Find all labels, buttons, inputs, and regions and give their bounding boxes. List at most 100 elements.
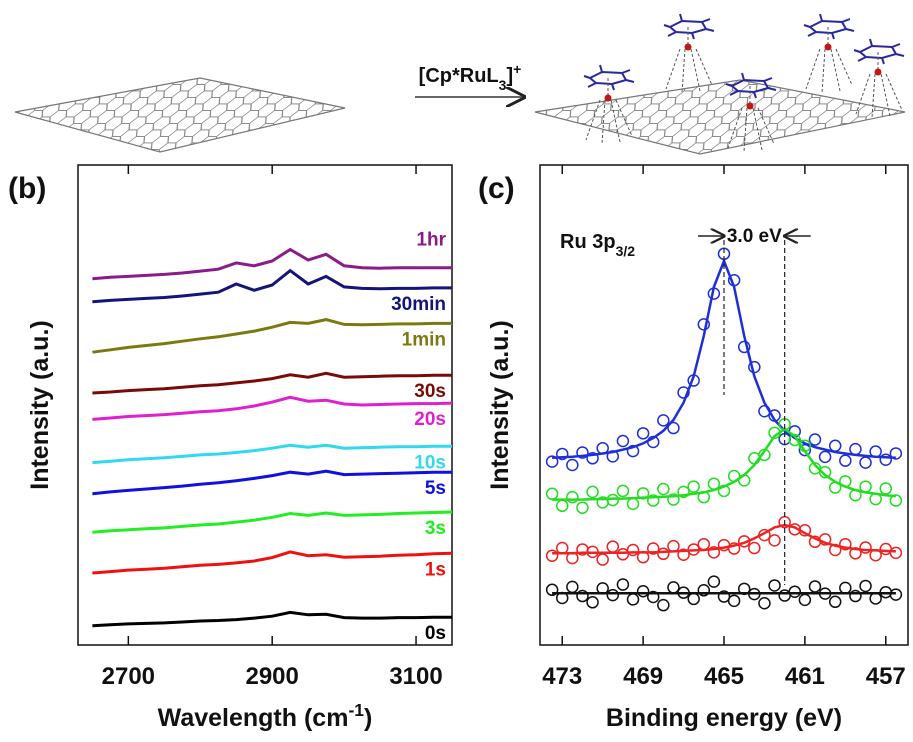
data-point [880,544,891,555]
data-point [557,543,568,554]
data-point [698,539,709,550]
series-label: 30s [414,381,446,402]
series-label: 30min [391,294,446,315]
panel-label: (c) [478,172,515,205]
series-label: 10s [414,452,446,473]
fit-line [552,429,896,500]
graphene-sheet [15,78,345,152]
x-tick-label: 2900 [245,663,298,690]
data-point [607,590,618,601]
spectrum-line [92,612,452,625]
data-point [577,502,588,513]
data-point [658,548,669,559]
functionalized-sheet [535,80,905,154]
data-point [779,590,790,601]
data-point [567,581,578,592]
data-point [729,595,740,606]
data-point [769,580,780,591]
data-point [688,481,699,492]
data-point [597,554,608,565]
data-point [860,542,871,553]
data-point [850,444,861,455]
data-point [587,486,598,497]
series-label: 1min [402,329,446,350]
x-axis-title: Wavelength (cm-1) [158,700,373,732]
figure: [Cp*RuL3]+ (b) 2700 2900 3100 Wavelength (cm-… [0,0,913,742]
data-point [840,455,851,466]
series-label: 5s [425,478,446,499]
text-part: [Cp*RuL [419,65,499,87]
text-part: 3 [499,77,507,93]
spectrum-line [92,445,452,462]
x-tick-label: 465 [704,663,744,690]
data-point [638,428,649,439]
data-point [668,582,679,593]
y-axis-title: Intensity (a.u.) [486,320,514,489]
molecule [664,14,714,93]
data-point [628,544,639,555]
data-point [708,576,719,587]
text-part: -1 [348,700,364,720]
spectrum-line [92,471,452,494]
data-point [870,593,881,604]
series-label: 0s [425,623,446,644]
text-part: + [513,61,521,77]
data-point [607,541,618,552]
spectrum-line [92,250,452,279]
data-point [628,594,639,605]
data-point [617,579,628,590]
page: [Cp*RuL3]+ (b) 2700 2900 3100 Wavelength (cm-… [0,0,913,742]
series-label: 1hr [416,230,446,251]
data-point [860,457,871,468]
x-tick-label: 3100 [389,663,442,690]
data-point [547,488,558,499]
series-label: 3s [425,518,446,539]
x-tick-label: 473 [542,663,582,690]
data-point [830,440,841,451]
data-point [557,500,568,511]
data-point [638,586,649,597]
panel-label: (b) [8,172,46,205]
shift-label: 3.0 eV [727,226,782,247]
peak-label: Ru 3p3/2 [560,231,635,259]
data-point [880,483,891,494]
text-part: 3/2 [616,243,636,259]
spectrum-line [92,373,452,393]
text-part: ) [364,704,372,732]
x-tick-label: 461 [785,663,825,690]
text-part: Wavelength (cm [158,704,349,732]
data-point [567,492,578,503]
data-point [759,598,770,609]
data-point [567,460,578,471]
data-point [820,451,831,462]
data-point [658,600,669,611]
x-tick-label: 457 [866,663,906,690]
text-part: ] [506,65,513,87]
x-tick-label: 2700 [102,663,155,690]
molecule [804,14,854,93]
text-part: Ru 3p [560,231,616,253]
x-axis-title: Binding energy (eV) [606,704,842,732]
data-point [809,581,820,592]
spectrum-line [92,512,452,532]
data-point [547,550,558,561]
data-point [688,593,699,604]
data-point [769,535,780,546]
y-axis-title: Intensity (a.u.) [26,320,54,489]
data-point [749,543,760,554]
data-point [587,597,598,608]
spectrum-line [92,320,452,353]
data-point [658,484,669,495]
spectrum-line [92,397,452,419]
data-point [799,594,810,605]
data-point [860,580,871,591]
spectrum-line [92,552,452,573]
data-point [840,582,851,593]
data-point [809,434,820,445]
data-point [617,436,628,447]
series-label: 1s [425,559,446,580]
data-point [789,586,800,597]
reagent-label: [Cp*RuL3]+ [419,61,522,93]
x-tick-label: 469 [623,663,663,690]
data-point [617,549,628,560]
